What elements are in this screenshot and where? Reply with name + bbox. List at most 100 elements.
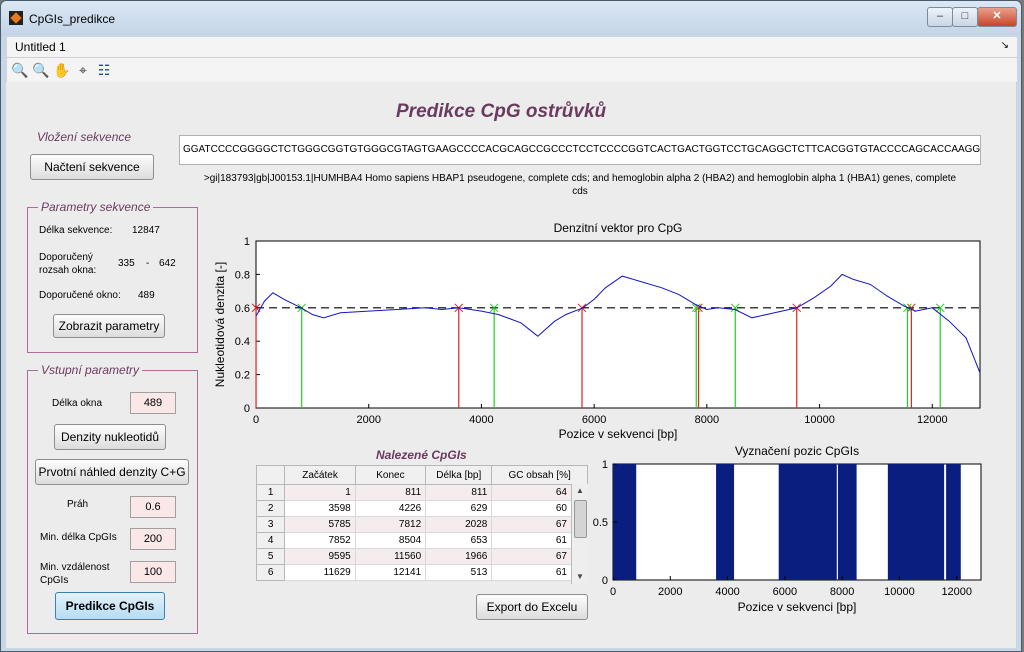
close-button[interactable]: ✕ (977, 7, 1017, 27)
positions-x-tick-label: 8000 (830, 586, 854, 598)
cell-end[interactable]: 12141 (354, 564, 427, 581)
window-title: CpGIs_predikce (29, 12, 116, 26)
window-length-input[interactable]: 489 (130, 392, 176, 414)
positions-x-label: Pozice v sekvenci [bp] (738, 600, 857, 614)
menu-untitled[interactable]: Untitled 1 (15, 40, 66, 54)
header-end[interactable]: Konec (354, 465, 427, 485)
density-x-label: Pozice v sekvenci [bp] (559, 427, 678, 441)
threshold-input[interactable]: 0.6 (130, 496, 176, 518)
positions-y-tick-label: 1 (602, 459, 608, 471)
density-y-label: Nukleotidová denzita [-] (213, 262, 227, 387)
legend-icon[interactable]: ☷ (97, 62, 111, 78)
header-start[interactable]: Začátek (284, 465, 356, 485)
table-row[interactable]: 1 1 811 811 64 (255, 484, 588, 501)
cell-end[interactable]: 811 (354, 484, 427, 501)
header-length[interactable]: Délka [bp] (425, 465, 493, 485)
density-series-line (255, 273, 981, 374)
scroll-up-icon[interactable]: ▲ (576, 486, 584, 495)
range-max-value: 642 (159, 258, 176, 269)
cpgi-position-bar (887, 464, 945, 580)
positions-x-tick-label: 4000 (715, 586, 739, 598)
load-section-title: Vložení sekvence (37, 130, 132, 144)
density-x-tick-label: 2000 (356, 414, 380, 426)
density-y-tick-label: 1 (244, 236, 250, 248)
cpgi-position-bar (716, 464, 735, 580)
positions-x-tick-label: 2000 (658, 586, 682, 598)
density-x-tick-label: 8000 (695, 414, 719, 426)
row-header: 1 (255, 484, 286, 501)
sequence-field[interactable]: GGATCCCCGGGGCTCTGGGCGGTGTGGGCGTAGTGAAGCC… (179, 135, 981, 165)
cpgi-end-marker (489, 303, 499, 313)
scroll-thumb[interactable] (574, 500, 587, 538)
zoom-out-icon[interactable]: 🔍 (32, 62, 50, 78)
cpgi-position-bar (946, 464, 961, 580)
load-sequence-button[interactable]: Načtení sekvence (30, 154, 154, 180)
input-panel-title: Vstupní parametry (38, 363, 143, 377)
table-scrollbar[interactable]: ▲ ▼ (571, 484, 588, 584)
sequence-params-panel: Parametry sekvence (27, 200, 198, 353)
density-y-tick-label: 0 (244, 403, 250, 415)
pan-icon[interactable]: ✋ (53, 62, 71, 78)
positions-y-tick-label: 0.5 (593, 517, 608, 529)
matlab-icon (9, 11, 23, 25)
range-min-value: 335 (118, 258, 135, 269)
cpgi-position-bar (613, 464, 637, 580)
cell-gc[interactable]: 64 (491, 484, 588, 501)
table-row[interactable]: 6 11629 12141 513 61 (255, 564, 588, 581)
data-cursor-icon[interactable]: ⌖ (79, 62, 87, 78)
title-bar[interactable]: CpGIs_predikce – □ ✕ (1, 1, 1021, 35)
min-distance-input[interactable]: 100 (130, 561, 176, 583)
dock-arrow-icon[interactable]: ↘ (1000, 40, 1009, 51)
density-x-tick-label: 6000 (582, 414, 606, 426)
nucleotide-density-button[interactable]: Denzity nukleotidů (54, 424, 166, 450)
sequence-description: >gi|183793|gb|J00153.1|HUMHBA4 Homo sapi… (203, 173, 957, 197)
density-x-tick-label: 4000 (469, 414, 493, 426)
rec-window-label: Doporučené okno: (39, 290, 121, 301)
density-plot-area (255, 240, 981, 409)
menu-bar: Untitled 1 ↘ (7, 37, 1017, 58)
header-gc[interactable]: GC obsah [%] (491, 465, 588, 485)
cg-preview-button[interactable]: Prvotní náhled denzity C+G (35, 459, 189, 485)
seq-length-label: Délka sekvence: (39, 225, 113, 236)
table-row[interactable]: 2 3598 4226 629 60 (255, 500, 588, 517)
cell-end[interactable]: 11560 (354, 548, 427, 565)
positions-chart-title: Vyznačení pozic CpGIs (735, 444, 859, 458)
cell-length[interactable]: 1966 (425, 548, 493, 565)
cpgi-position-bar (837, 464, 857, 580)
positions-x-tick-label: 0 (610, 586, 616, 598)
min-length-input[interactable]: 200 (130, 528, 176, 550)
density-y-tick-label: 0.4 (235, 336, 250, 348)
density-x-tick-label: 0 (253, 414, 259, 426)
table-row[interactable]: 4 7852 8504 653 61 (255, 532, 588, 549)
positions-x-tick-label: 12000 (941, 586, 972, 598)
params-panel-title: Parametry sekvence (38, 200, 154, 214)
predict-cpgis-button[interactable]: Predikce CpGIs (55, 592, 165, 620)
row-header: 6 (255, 564, 286, 581)
range-dash: - (146, 258, 150, 269)
export-excel-button[interactable]: Export do Excelu (476, 594, 588, 620)
show-params-button[interactable]: Zobrazit parametry (53, 314, 165, 338)
page-title: Predikce CpG ostrůvků (396, 101, 607, 122)
density-x-tick-label: 12000 (917, 414, 948, 426)
positions-y-tick-label: 0 (602, 575, 608, 587)
cell-length[interactable]: 811 (425, 484, 493, 501)
table-header-row: Začátek Konec Délka [bp] GC obsah [%] (255, 465, 588, 485)
threshold-label: Práh (67, 499, 89, 510)
cpgi-position-chart[interactable]: Vyznačení pozic CpGIs Pozice v sekvenci [… (593, 444, 982, 614)
row-header: 5 (255, 548, 286, 565)
zoom-in-icon[interactable]: 🔍 (11, 62, 29, 78)
table-row[interactable]: 3 5785 7812 2028 67 (255, 516, 588, 533)
cell-end[interactable]: 7812 (354, 516, 427, 533)
cell-start[interactable]: 5785 (284, 516, 356, 533)
table-title: Nalezené CpGIs (376, 448, 467, 462)
density-chart[interactable]: Denzitní vektor pro CpG Pozice v sekvenci… (213, 221, 981, 441)
cell-length[interactable]: 513 (425, 564, 493, 581)
positions-x-tick-label: 10000 (884, 586, 915, 598)
scroll-down-icon[interactable]: ▼ (576, 572, 584, 581)
density-x-tick-label: 10000 (804, 414, 835, 426)
rec-window-value: 489 (138, 290, 155, 301)
min-distance-label: Min. vzdálenost CpGIs (40, 562, 110, 586)
density-y-tick-label: 0.2 (235, 370, 250, 382)
